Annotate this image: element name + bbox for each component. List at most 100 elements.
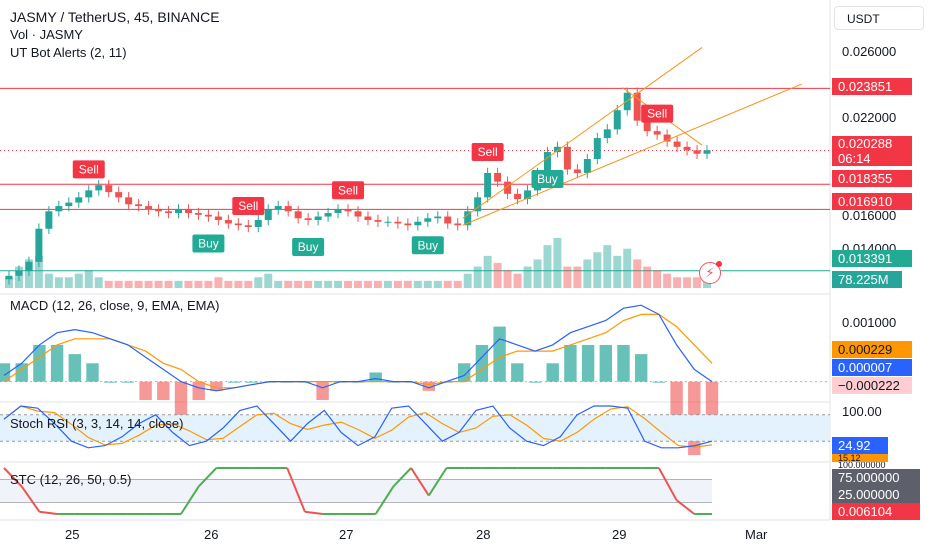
volume-bar — [344, 280, 353, 288]
volume-bar — [543, 245, 552, 288]
signal-label: Sell — [79, 162, 99, 176]
macd-histogram-bar — [475, 344, 489, 382]
volume-legend[interactable]: Vol · JASMY — [10, 27, 83, 42]
volume-bar — [383, 280, 392, 288]
volume-bar — [573, 266, 582, 288]
macd-histogram-bar — [528, 381, 542, 383]
macd-histogram-bar — [227, 381, 241, 383]
candle-body — [214, 216, 222, 221]
macd-histogram-bar — [635, 354, 648, 382]
volume-bar — [593, 252, 602, 288]
stoch-legend[interactable]: Stoch RSI (3, 3, 14, 14, close) — [10, 416, 184, 431]
candle-body — [204, 214, 212, 217]
time-label: 29 — [612, 527, 627, 542]
candle-body — [284, 206, 292, 212]
stc-max-value: 100.000000 — [832, 462, 920, 469]
stc-legend[interactable]: STC (12, 26, 50, 0.5) — [10, 472, 132, 487]
flash-alert-icon[interactable]: ⚡ — [699, 261, 722, 284]
volume-bar — [613, 255, 622, 288]
signal-pill — [332, 181, 365, 200]
ut-bot-legend[interactable]: UT Bot Alerts (2, 11) — [10, 45, 127, 60]
candle-body — [494, 172, 502, 182]
volume-bar — [114, 280, 123, 288]
volume-bar — [683, 277, 692, 288]
volume-bar — [194, 280, 203, 288]
macd-histogram-bar — [546, 363, 559, 382]
volume-bar — [164, 280, 173, 288]
volume-bar — [563, 266, 572, 288]
volume-bar — [294, 280, 303, 288]
volume-bar — [44, 273, 53, 288]
candle-body — [673, 141, 681, 147]
candle-body — [633, 92, 641, 121]
volume-bar — [84, 270, 93, 288]
macd-signal-value: 0.000229 — [832, 341, 912, 358]
candle-body — [85, 190, 93, 198]
stc-line-segment — [304, 510, 323, 515]
volume-bar — [523, 266, 532, 288]
price-tick: 0.022000 — [842, 110, 897, 125]
volume-bar — [144, 280, 153, 288]
candle-body — [484, 172, 492, 198]
signal-pill — [232, 196, 265, 215]
signal-pill — [531, 170, 564, 189]
chart-title: JASMY / TetherUS, 45, BINANCE — [10, 9, 220, 25]
candle-body — [55, 206, 63, 212]
macd-histogram-bar — [121, 381, 135, 383]
macd-histogram-bar — [104, 381, 117, 383]
volume-bar — [663, 273, 672, 288]
macd-histogram-bar — [564, 344, 577, 382]
stoch-d-value: 15.12 — [832, 454, 888, 462]
candle-body — [105, 185, 113, 193]
macd-legend[interactable]: MACD (12, 26, close, 9, EMA, EMA) — [10, 298, 220, 313]
candle-body — [25, 261, 33, 271]
trend-line — [462, 47, 703, 219]
price-tick: 0.026000 — [842, 44, 897, 59]
macd-histogram-bar — [210, 381, 223, 391]
volume-bar — [274, 280, 283, 288]
volume-bar — [54, 277, 63, 288]
signal-label: Buy — [537, 172, 558, 186]
volume-bar — [373, 280, 382, 288]
stoch-band — [0, 414, 830, 442]
macd-histogram-bar — [599, 344, 612, 382]
volume-bar — [354, 280, 362, 288]
candle-body — [394, 221, 402, 224]
candle-body — [165, 211, 173, 214]
candle-body — [464, 211, 472, 226]
macd-histogram-bar — [422, 381, 435, 391]
candle-body — [514, 193, 522, 200]
candle-body — [254, 220, 262, 227]
volume-bar — [254, 277, 263, 288]
macd-histogram-bar — [86, 363, 99, 382]
macd-histogram-bar — [511, 363, 524, 382]
signal-label: Sell — [478, 145, 498, 159]
volume-bar — [124, 280, 133, 288]
candle-body — [524, 190, 532, 200]
stc-line-segment — [410, 467, 430, 497]
macd-histogram-bar — [50, 344, 64, 382]
candle-body — [35, 228, 43, 262]
candle-body — [643, 120, 651, 132]
stc-25-value: 25.000000 — [832, 486, 920, 503]
currency-button[interactable]: USDT — [834, 6, 924, 30]
volume-bar — [533, 259, 542, 288]
macd-histogram-bar — [369, 372, 382, 382]
signal-pill — [72, 160, 105, 179]
candle-body — [115, 192, 123, 198]
volume-bar — [483, 255, 492, 288]
volume-bar — [623, 248, 632, 288]
candle-body — [234, 223, 242, 226]
candle-body — [563, 146, 571, 170]
current-price-label: 0.020288 06:14 — [832, 136, 912, 166]
volume-bar — [224, 280, 233, 288]
candle-body — [434, 216, 442, 219]
volume-label: 78.225M — [832, 271, 902, 288]
candle-body — [75, 197, 83, 203]
level-price-label: 0.016910 — [832, 193, 912, 210]
candle-body — [693, 150, 701, 154]
candle-body — [135, 204, 143, 207]
support-price-label: 0.013391 — [832, 250, 912, 267]
volume-bar — [134, 280, 143, 288]
